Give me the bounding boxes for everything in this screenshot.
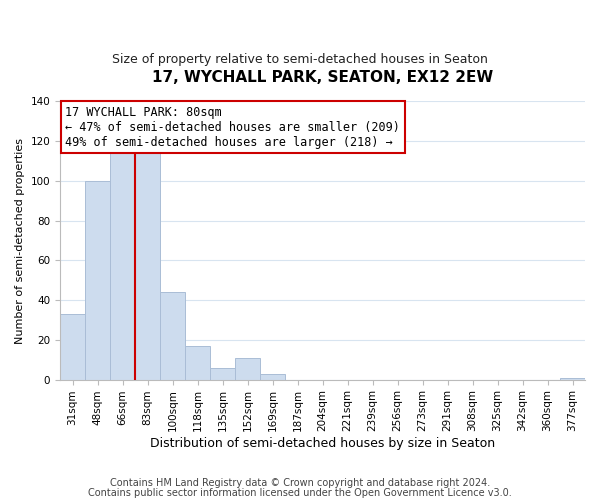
Bar [85,181,110,380]
Text: Contains public sector information licensed under the Open Government Licence v3: Contains public sector information licen… [88,488,512,498]
Bar [160,292,185,380]
Bar [260,374,285,380]
Bar [135,151,160,380]
Bar [235,358,260,380]
Title: 17, WYCHALL PARK, SEATON, EX12 2EW: 17, WYCHALL PARK, SEATON, EX12 2EW [152,70,493,85]
Bar [110,151,135,380]
Bar [210,368,235,380]
X-axis label: Distribution of semi-detached houses by size in Seaton: Distribution of semi-detached houses by … [150,437,495,450]
Text: Contains HM Land Registry data © Crown copyright and database right 2024.: Contains HM Land Registry data © Crown c… [110,478,490,488]
Bar [185,346,210,380]
Text: Size of property relative to semi-detached houses in Seaton: Size of property relative to semi-detach… [112,52,488,66]
Text: 17 WYCHALL PARK: 80sqm
← 47% of semi-detached houses are smaller (209)
49% of se: 17 WYCHALL PARK: 80sqm ← 47% of semi-det… [65,106,400,148]
Y-axis label: Number of semi-detached properties: Number of semi-detached properties [15,138,25,344]
Bar [560,378,585,380]
Bar [60,314,85,380]
